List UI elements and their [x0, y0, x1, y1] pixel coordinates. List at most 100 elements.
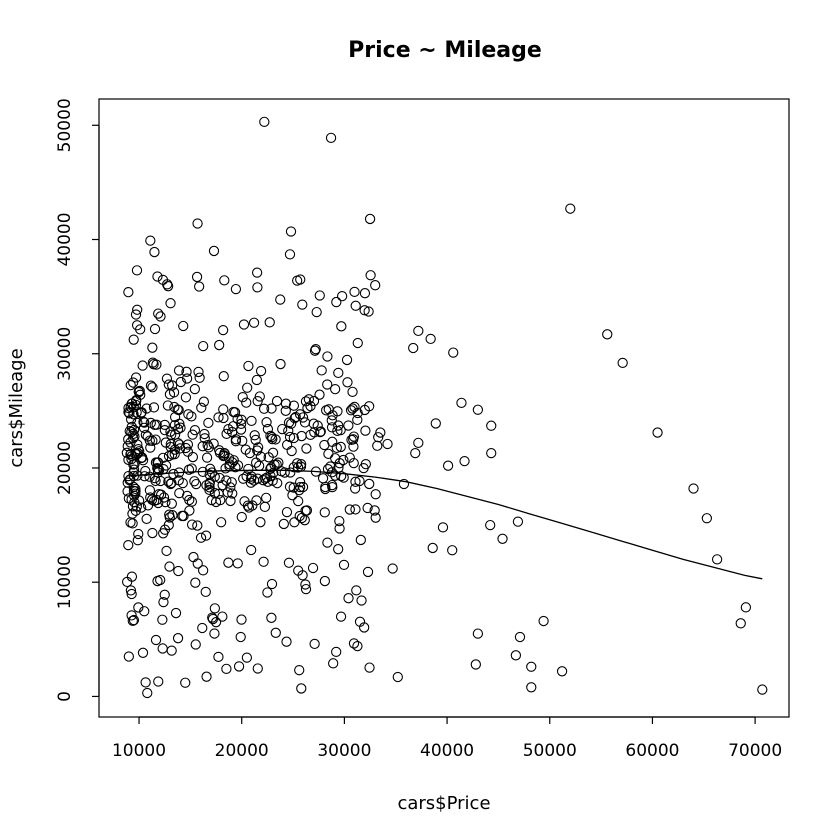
data-point	[139, 471, 150, 482]
data-point	[308, 395, 320, 407]
data-point	[191, 271, 203, 283]
data-point	[204, 482, 215, 493]
data-point	[255, 365, 267, 377]
data-point	[472, 628, 484, 639]
x-tick-label: 60000	[625, 741, 679, 761]
data-point	[184, 505, 195, 516]
data-point	[180, 442, 191, 454]
data-point	[123, 651, 134, 662]
data-point	[348, 434, 359, 445]
data-point	[173, 565, 184, 577]
plot-frame	[98, 98, 790, 718]
data-point	[280, 405, 291, 416]
data-point	[459, 455, 470, 467]
data-point	[354, 475, 365, 487]
data-point	[308, 418, 319, 429]
data-point	[125, 448, 137, 460]
data-point	[190, 577, 201, 588]
data-point	[141, 513, 152, 525]
x-tick-label: 50000	[523, 741, 577, 761]
data-point	[356, 595, 367, 606]
data-point	[333, 420, 344, 431]
data-point	[205, 463, 216, 474]
data-point	[370, 512, 381, 523]
data-point	[270, 627, 281, 638]
data-point	[186, 496, 198, 507]
data-point	[163, 450, 175, 462]
data-point	[355, 534, 366, 546]
data-point	[192, 218, 203, 229]
data-point	[362, 502, 373, 514]
data-point	[266, 578, 278, 590]
data-point	[319, 575, 331, 587]
data-point	[237, 435, 248, 447]
data-point	[139, 417, 150, 428]
data-point	[325, 132, 337, 143]
data-point	[284, 431, 296, 443]
data-point	[136, 452, 147, 464]
data-point	[147, 342, 158, 353]
data-point	[158, 596, 169, 608]
data-point	[218, 371, 229, 382]
data-point	[314, 426, 326, 438]
data-point	[652, 427, 663, 438]
data-point	[330, 453, 341, 464]
data-point	[243, 502, 255, 513]
data-point	[350, 504, 361, 515]
data-point	[127, 615, 138, 626]
data-point	[242, 382, 253, 393]
data-point	[276, 466, 287, 477]
data-point	[125, 517, 136, 528]
data-point	[197, 565, 209, 576]
data-point	[225, 482, 236, 493]
data-point	[327, 481, 338, 493]
data-point	[125, 437, 136, 448]
data-point	[335, 611, 347, 622]
data-point	[153, 457, 164, 468]
data-point	[430, 418, 441, 429]
y-tick-label: 20000	[55, 441, 75, 495]
data-point	[602, 329, 613, 340]
data-point	[153, 676, 164, 687]
data-point	[167, 510, 178, 521]
data-point	[360, 458, 371, 470]
data-point	[228, 455, 239, 466]
data-point	[326, 422, 338, 433]
data-point	[159, 589, 170, 600]
data-point	[316, 365, 327, 376]
data-point	[259, 116, 270, 127]
data-point	[200, 530, 212, 541]
data-point	[688, 483, 699, 494]
data-point	[259, 501, 271, 513]
data-point	[217, 324, 229, 336]
data-point	[172, 404, 183, 415]
data-point	[288, 400, 300, 411]
data-point	[217, 479, 228, 491]
data-point	[314, 290, 325, 301]
data-point	[169, 412, 181, 423]
data-point	[334, 515, 345, 527]
data-point	[142, 687, 153, 699]
x-tick-label: 10000	[112, 741, 166, 761]
data-point	[169, 401, 180, 413]
data-point	[151, 419, 162, 430]
y-tick-label: 40000	[55, 212, 75, 266]
data-point	[497, 533, 508, 544]
data-point	[413, 325, 424, 337]
data-point	[230, 462, 241, 473]
data-point	[338, 559, 350, 571]
data-point	[251, 267, 263, 278]
data-point	[153, 308, 164, 319]
data-point	[437, 522, 449, 533]
data-point	[266, 431, 278, 443]
data-point	[364, 662, 375, 673]
data-point	[288, 462, 299, 473]
data-point	[189, 424, 201, 436]
data-point	[259, 473, 271, 484]
data-point	[293, 495, 304, 507]
data-point	[218, 404, 229, 415]
data-point	[209, 603, 221, 614]
data-point	[167, 380, 178, 391]
data-point	[297, 481, 309, 493]
